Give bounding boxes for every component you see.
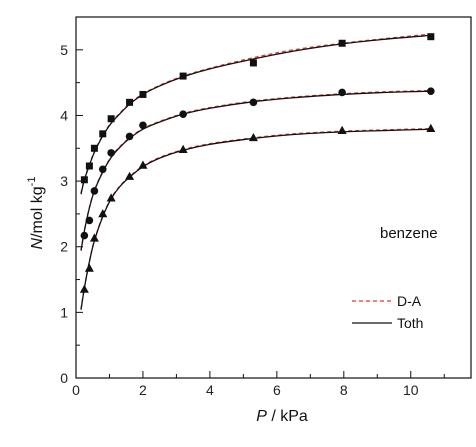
x-tick-label: 6 [273, 382, 281, 398]
marker-square-1 [427, 33, 435, 41]
marker-square-1 [90, 144, 98, 152]
marker-triangle-3 [84, 263, 94, 272]
x-tick-label: 0 [72, 382, 80, 398]
x-tick-label: 2 [139, 382, 147, 398]
x-axis-symbol: P [256, 408, 267, 425]
marker-square-1 [107, 115, 115, 123]
y-axis-ticks: 0 1 2 3 4 5 [60, 42, 83, 386]
marker-circle-2 [427, 87, 435, 95]
marker-triangle-3 [98, 209, 108, 218]
annotation-benzene: benzene [380, 225, 438, 242]
y-axis-symbol: N [29, 237, 46, 249]
marker-circle-2 [107, 149, 115, 157]
plot-frame [75, 16, 472, 379]
y-axis-exponent: -1 [26, 177, 38, 187]
marker-triangle-3 [337, 125, 347, 134]
marker-circle-2 [249, 98, 258, 107]
y-axis-title: N/mol kg-1 [26, 177, 46, 250]
marker-square-1 [85, 162, 93, 170]
marker-circle-2 [179, 110, 187, 118]
x-tick-label: 4 [206, 382, 214, 398]
x-axis-unit: / kPa [267, 408, 308, 425]
y-tick-label: 2 [60, 239, 68, 255]
marker-circle-2 [80, 231, 89, 240]
marker-triangle-3 [79, 284, 89, 293]
plot-border [75, 16, 472, 379]
marker-square-1 [249, 59, 257, 67]
y-tick-label: 0 [60, 370, 68, 386]
y-tick-label: 3 [60, 173, 68, 189]
marker-triangle-3 [89, 233, 99, 242]
marker-circle-2 [85, 216, 94, 225]
marker-square-1 [126, 98, 134, 106]
marker-triangle-3 [106, 193, 116, 202]
fit-curve-toth-2 [80, 90, 431, 251]
y-tick-label: 4 [60, 107, 68, 123]
marker-triangle-3 [178, 144, 188, 153]
y-tick-label: 1 [60, 304, 68, 320]
marker-square-1 [338, 39, 346, 47]
marker-triangle-3 [248, 132, 258, 142]
marker-circle-2 [98, 165, 107, 174]
marker-triangle-3 [125, 171, 135, 180]
marker-circle-2 [125, 132, 134, 141]
legend-label-toth: Toth [397, 315, 423, 331]
marker-circle-2 [338, 88, 346, 97]
marker-square-1 [139, 90, 147, 98]
marker-square-1 [179, 72, 187, 80]
x-axis-ticks: 0 2 4 6 8 10 [72, 371, 445, 398]
y-tick-label: 5 [60, 42, 68, 58]
marker-square-1 [99, 130, 107, 138]
x-tick-label: 8 [340, 382, 348, 398]
marker-square-1 [80, 176, 88, 184]
marker-triangle-3 [426, 123, 436, 132]
x-axis-title: P / kPa [256, 408, 308, 425]
marker-circle-2 [139, 121, 147, 130]
marker-circle-2 [90, 187, 99, 195]
marker-triangle-3 [138, 160, 148, 169]
y-axis-unit: /mol kg [29, 186, 46, 238]
legend-label-da: D-A [397, 293, 422, 309]
legend: D-A Toth [352, 293, 423, 331]
x-tick-label: 10 [403, 382, 419, 398]
data-markers [79, 33, 436, 293]
